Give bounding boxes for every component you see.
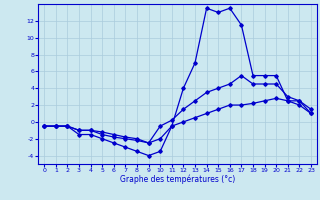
X-axis label: Graphe des températures (°c): Graphe des températures (°c)	[120, 175, 235, 184]
